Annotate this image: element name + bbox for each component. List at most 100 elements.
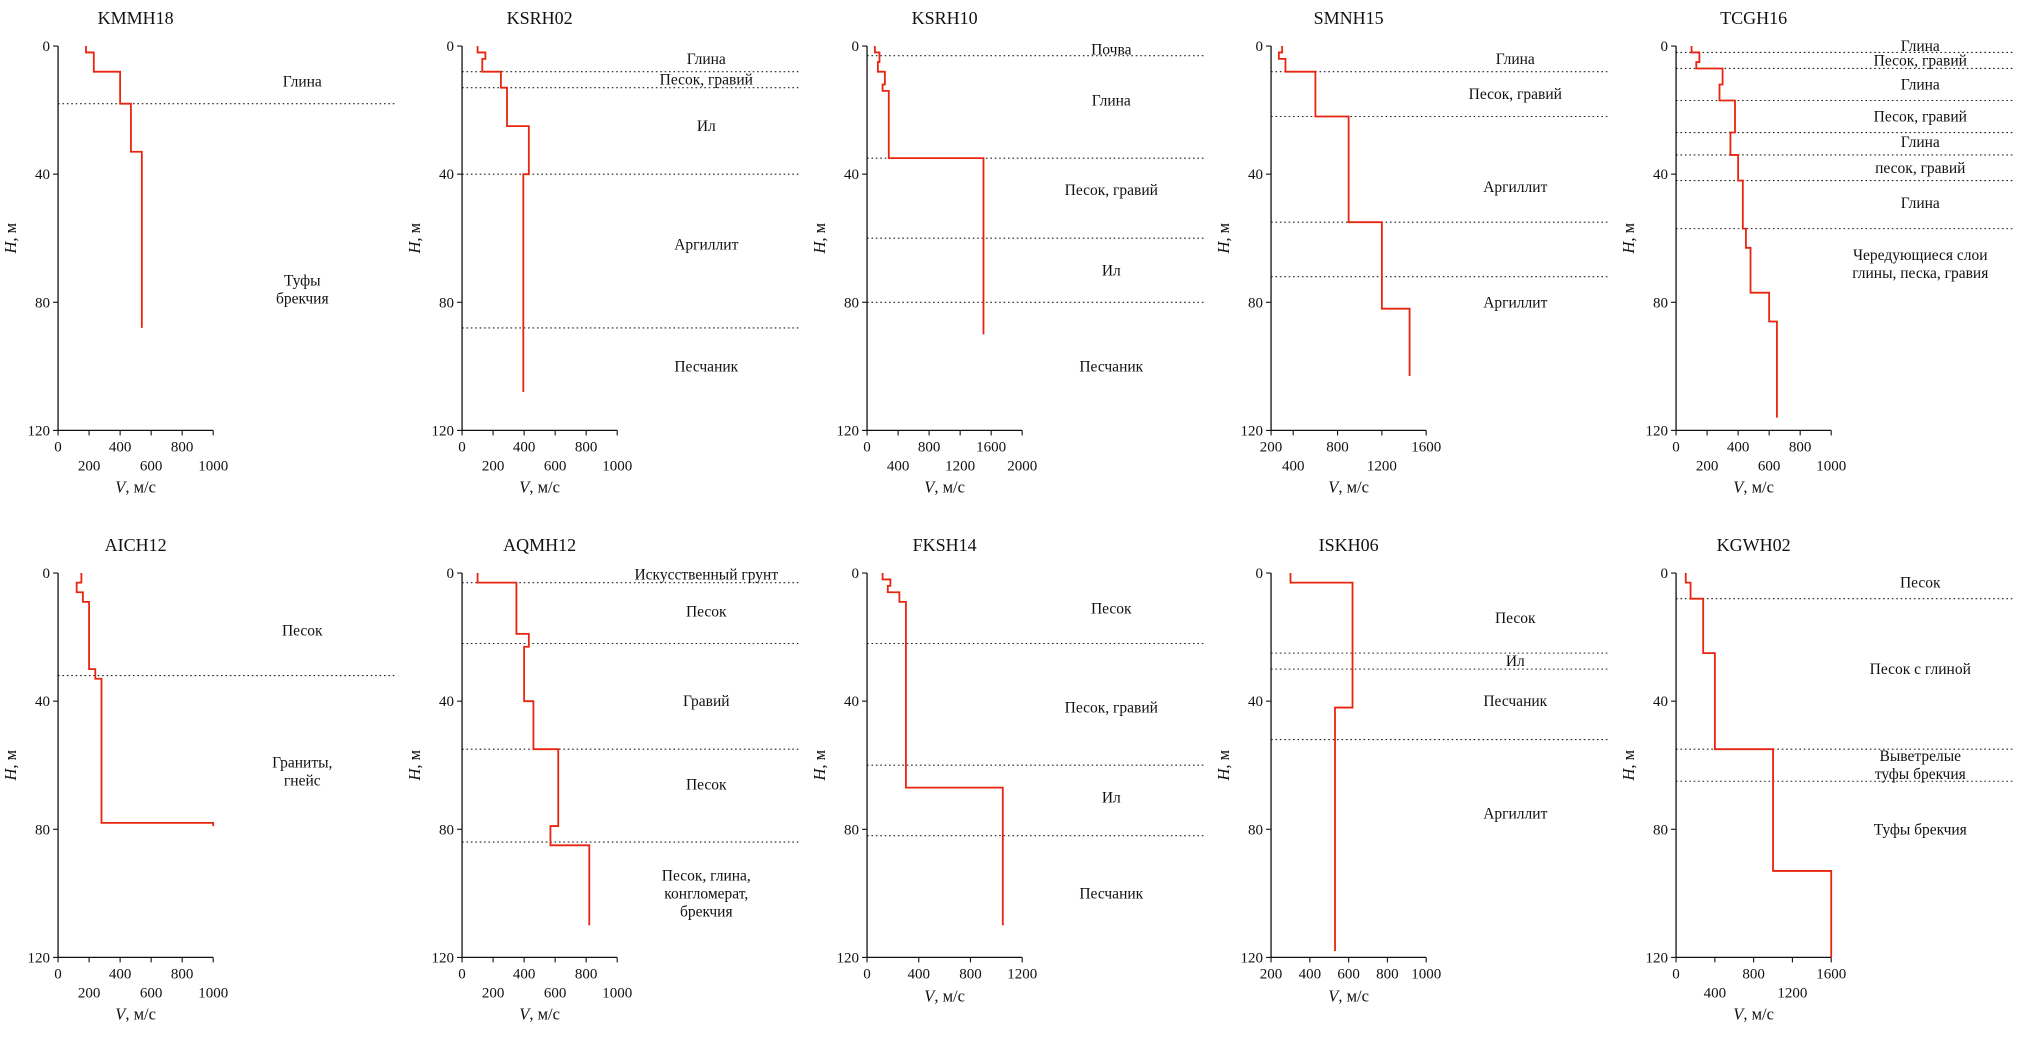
y-tick-label: 40 bbox=[439, 694, 454, 710]
y-tick-label: 120 bbox=[836, 950, 859, 966]
chart-title: AICH12 bbox=[105, 535, 167, 555]
chart-title: KGWH02 bbox=[1716, 535, 1790, 555]
velocity-profile-line bbox=[881, 572, 1004, 925]
y-tick-label: 120 bbox=[1241, 950, 1264, 966]
y-tick-label: 80 bbox=[1248, 822, 1263, 838]
x-tick-label: 1200 bbox=[1777, 985, 1807, 1001]
y-tick-label: 80 bbox=[35, 822, 50, 838]
velocity-profile-line bbox=[873, 46, 985, 335]
velocity-profile-chart-KSRH02: KSRH02 0 40 80 120 0 400 800 200 600 1000 V, м/с H, … bbox=[404, 0, 808, 527]
x-tick-label: 400 bbox=[109, 966, 132, 982]
x-axis-label: V, м/с bbox=[520, 1004, 561, 1023]
y-tick-label: 40 bbox=[439, 167, 454, 183]
velocity-profile-line bbox=[477, 46, 531, 392]
x-axis-label: V, м/с bbox=[1328, 477, 1369, 496]
layer-label: Аргиллит bbox=[675, 237, 739, 254]
layer-label: Аргиллит bbox=[1483, 179, 1547, 196]
y-axis-label: H, м bbox=[1214, 749, 1233, 781]
layer-label: Песок, гравий bbox=[1873, 109, 1966, 126]
x-tick-label: 1000 bbox=[1816, 458, 1846, 474]
velocity-profile-chart-ISKH06: ISKH06 0 40 80 120 200 400 600 800 1000 V, м/с H, м… bbox=[1213, 527, 1617, 1053]
x-tick-label: 400 bbox=[907, 966, 930, 982]
y-tick-label: 120 bbox=[28, 950, 50, 966]
y-axis-label: H, м bbox=[810, 749, 829, 781]
x-tick-label: 800 bbox=[1326, 439, 1349, 455]
velocity-profile-chart-AICH12: AICH12 0 40 80 120 0 400 800 200 600 1000 V, м/с H, … bbox=[0, 527, 404, 1053]
x-tick-label: 800 bbox=[959, 966, 982, 982]
axes bbox=[461, 572, 618, 958]
axes bbox=[57, 572, 214, 958]
x-tick-label: 400 bbox=[887, 458, 910, 474]
x-axis-label: V, м/с bbox=[1733, 477, 1774, 496]
y-tick-label: 0 bbox=[851, 39, 859, 55]
x-tick-label: 200 bbox=[1695, 458, 1718, 474]
y-tick-label: 80 bbox=[439, 295, 454, 311]
x-tick-label: 200 bbox=[1260, 439, 1283, 455]
y-tick-label: 40 bbox=[35, 694, 50, 710]
layer-label: Гравий bbox=[683, 693, 730, 710]
y-tick-label: 120 bbox=[1645, 950, 1668, 966]
y-tick-label: 80 bbox=[35, 295, 50, 311]
y-tick-label: 0 bbox=[43, 39, 51, 55]
layer-label: Ил bbox=[1102, 789, 1121, 806]
layer-label: Песок bbox=[1900, 574, 1941, 591]
x-tick-label: 400 bbox=[1282, 458, 1305, 474]
x-tick-label: 600 bbox=[140, 458, 163, 474]
y-axis-label: H, м bbox=[1, 222, 20, 254]
layer-label: Глина bbox=[1900, 195, 1939, 212]
y-axis-label: H, м bbox=[1619, 222, 1638, 254]
x-tick-label: 800 bbox=[1376, 966, 1399, 982]
chart-title: FKSH14 bbox=[912, 535, 976, 555]
x-tick-label: 600 bbox=[1757, 458, 1780, 474]
x-tick-label: 0 bbox=[863, 966, 871, 982]
y-tick-label: 80 bbox=[1248, 295, 1263, 311]
velocity-profile-line bbox=[477, 572, 591, 925]
x-axis-label: V, м/с bbox=[924, 986, 965, 1005]
y-tick-label: 120 bbox=[432, 950, 455, 966]
chart-title: AQMH12 bbox=[504, 535, 577, 555]
layer-label: Песчаник bbox=[1484, 693, 1548, 710]
chart-title: SMNH15 bbox=[1314, 8, 1384, 28]
x-axis-label: V, м/с bbox=[115, 477, 156, 496]
x-tick-label: 800 bbox=[575, 966, 598, 982]
x-tick-label: 400 bbox=[513, 439, 536, 455]
layer-label: Почва bbox=[1091, 41, 1131, 58]
y-axis-label: H, м bbox=[810, 222, 829, 254]
chart-title: KSRH02 bbox=[507, 8, 573, 28]
x-tick-label: 1600 bbox=[1816, 966, 1846, 982]
velocity-profile-chart-TCGH16: TCGH16 0 40 80 120 0 400 800 200 600 1000 V, м/с H, … bbox=[1618, 0, 2022, 527]
chart-title: TCGH16 bbox=[1720, 8, 1787, 28]
layer-label: Песок, гравий bbox=[1873, 52, 1966, 69]
x-tick-label: 0 bbox=[54, 966, 62, 982]
x-tick-label: 200 bbox=[78, 985, 100, 1001]
layer-label: Выветрелые туфы брекчия bbox=[1874, 748, 1965, 783]
layer-label: Глина bbox=[283, 73, 322, 90]
y-tick-label: 120 bbox=[1241, 423, 1264, 439]
x-tick-label: 200 bbox=[78, 458, 100, 474]
x-tick-label: 1200 bbox=[1367, 458, 1397, 474]
x-axis-label: V, м/с bbox=[115, 1004, 156, 1023]
chart-title: ISKH06 bbox=[1319, 535, 1379, 555]
y-axis-label: H, м bbox=[1619, 749, 1638, 781]
layer-label: Ил bbox=[1102, 262, 1121, 279]
layer-label: Глина bbox=[687, 51, 726, 68]
y-tick-label: 0 bbox=[1660, 566, 1668, 582]
x-tick-label: 600 bbox=[544, 985, 567, 1001]
x-tick-label: 1000 bbox=[603, 985, 633, 1001]
velocity-profile-line bbox=[1278, 46, 1411, 376]
layer-label: Глина bbox=[1496, 51, 1535, 68]
velocity-profile-chart-KMMH18: KMMH18 0 40 80 120 0 400 800 200 600 1000 V, м/с H, … bbox=[0, 0, 404, 527]
x-tick-label: 1600 bbox=[1411, 439, 1441, 455]
y-tick-label: 80 bbox=[844, 822, 859, 838]
chart-title: KMMH18 bbox=[98, 8, 174, 28]
axes bbox=[1270, 46, 1427, 432]
y-axis-label: H, м bbox=[405, 222, 424, 254]
y-tick-label: 0 bbox=[1256, 566, 1264, 582]
